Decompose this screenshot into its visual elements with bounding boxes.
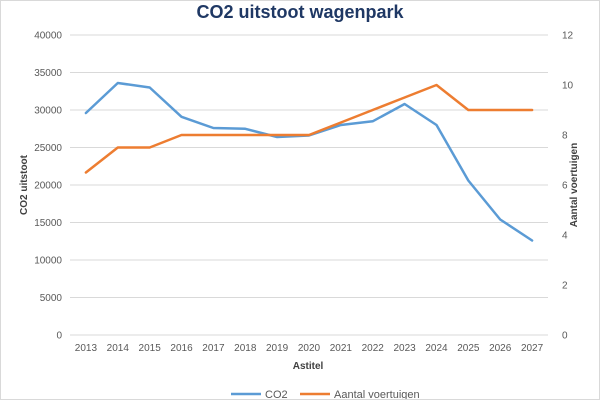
y-axis-title: CO2 uitstoot (19, 154, 30, 215)
x-axis-ticks: 2013 2014 2015 2016 2017 2018 2019 2020 2021 2022… (75, 343, 544, 354)
chart-title: CO2 uitstoot wagenpark (196, 2, 404, 22)
x-tick-label: 2024 (425, 343, 448, 354)
y-tick-label: 5000 (40, 293, 63, 304)
x-tick-label: 2015 (139, 343, 162, 354)
y-tick-label: 20000 (34, 181, 62, 192)
series-line-2 (84, 83, 534, 174)
x-tick-label: 2020 (298, 343, 321, 354)
y2-tick-label: 12 (562, 31, 574, 42)
right-axis-ticks: 0 2 4 6 8 10 12 (562, 31, 574, 342)
x-tick-label: 2016 (170, 343, 193, 354)
legend: CO2 Aantal voertuigen (231, 389, 420, 401)
y2-tick-label: 2 (562, 281, 568, 292)
y2-tick-label: 0 (562, 331, 568, 342)
y2-tick-label: 6 (562, 181, 568, 192)
y-tick-label: 15000 (34, 218, 62, 229)
legend-label: Aantal voertuigen (334, 389, 420, 399)
x-tick-label: 2025 (457, 343, 480, 354)
x-tick-label: 2018 (234, 343, 257, 354)
x-tick-label: 2014 (107, 343, 130, 354)
x-tick-label: 2021 (330, 343, 353, 354)
y2-tick-label: 10 (562, 81, 574, 92)
x-tick-label: 2023 (393, 343, 416, 354)
x-axis-title: Astitel (293, 361, 324, 372)
y-tick-label: 35000 (34, 68, 62, 79)
series-lines (84, 81, 534, 242)
y-tick-label: 0 (56, 331, 62, 342)
y2-axis-title: Aantal voertuigen (569, 143, 580, 227)
legend-label: CO2 (265, 389, 288, 399)
left-axis-ticks: 0 5000 10000 15000 20000 25000 30000 35000 40000 (34, 31, 62, 342)
x-tick-label: 2026 (489, 343, 512, 354)
x-tick-label: 2019 (266, 343, 289, 354)
y-tick-label: 10000 (34, 256, 62, 267)
y-tick-label: 40000 (34, 31, 62, 42)
y-tick-label: 25000 (34, 143, 62, 154)
x-tick-label: 2013 (75, 343, 98, 354)
gridlines (70, 34, 548, 336)
x-tick-label: 2022 (362, 343, 385, 354)
y2-tick-label: 4 (562, 231, 568, 242)
y2-tick-label: 8 (562, 131, 568, 142)
x-tick-label: 2017 (202, 343, 225, 354)
x-tick-label: 2027 (521, 343, 544, 354)
y-tick-label: 30000 (34, 106, 62, 117)
